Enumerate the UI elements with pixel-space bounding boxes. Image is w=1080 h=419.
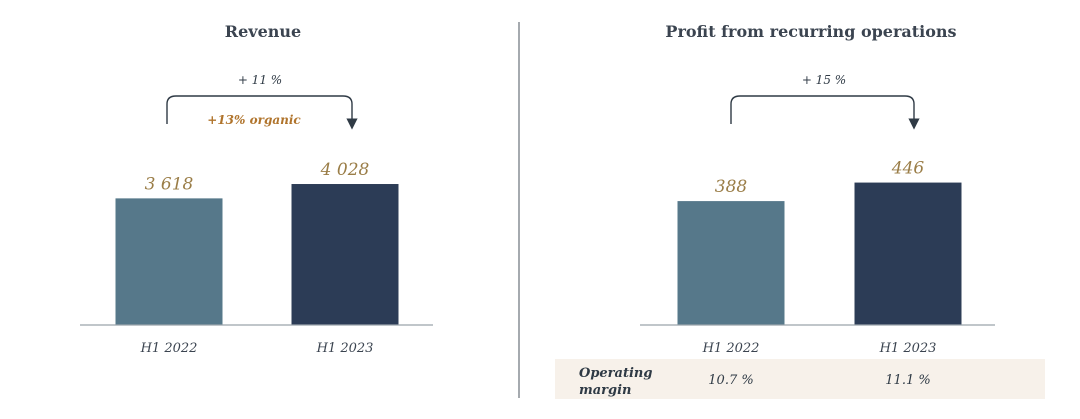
revenue-chart-title: Revenue: [225, 22, 301, 41]
revenue-organic-label: +13% organic: [207, 113, 301, 127]
profit-bar-h1-2022: [677, 201, 785, 325]
revenue-bar-h1-2023: [291, 184, 399, 325]
revenue-bar-h1-2022: [115, 198, 223, 325]
profit-tick-h1-2022: H1 2022: [702, 341, 760, 356]
revenue-growth-bracket: [166, 95, 358, 130]
revenue-tick-h1-2023: H1 2023: [316, 341, 374, 356]
profit-growth-label: + 15 %: [802, 73, 846, 87]
operating-margin-h1-2023: 11.1 %: [885, 373, 930, 388]
profit-bar-h1-2023: [854, 182, 962, 325]
profit-value-h1-2023: 446: [891, 159, 925, 179]
revenue-value-h1-2022: 3 618: [145, 174, 194, 194]
revenue-value-h1-2023: 4 028: [320, 160, 370, 180]
profit-chart: Profit from recurring operations + 15 % …: [555, 22, 1045, 399]
profit-value-h1-2022: 388: [715, 177, 748, 197]
operating-margin-label-line2: margin: [579, 383, 632, 398]
operating-margin-h1-2022: 10.7 %: [708, 373, 753, 388]
profit-tick-h1-2023: H1 2023: [879, 341, 937, 356]
operating-margin-band: [555, 359, 1045, 399]
revenue-tick-h1-2022: H1 2022: [140, 341, 198, 356]
revenue-chart: Revenue + 11 % +13% organic 3 618 4 028 …: [80, 22, 433, 356]
profit-growth-bracket: [730, 95, 920, 130]
profit-chart-title: Profit from recurring operations: [665, 22, 956, 41]
operating-margin-label-line1: Operating: [579, 366, 652, 381]
revenue-growth-label: + 11 %: [238, 73, 282, 87]
